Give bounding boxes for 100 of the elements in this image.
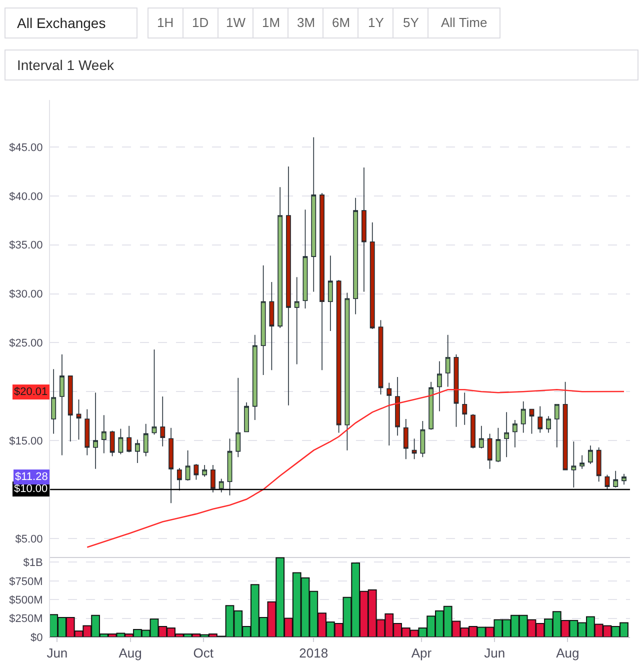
y-tick-label: $35.00	[9, 240, 43, 252]
candlestick	[412, 438, 417, 460]
candlestick	[546, 416, 551, 434]
x-tick-label: Apr	[411, 646, 432, 661]
candlestick	[320, 192, 324, 370]
candlestick	[68, 376, 73, 442]
candlestick	[470, 414, 476, 449]
candlestick	[403, 418, 408, 460]
candlestick	[194, 464, 199, 480]
text: 1Y	[368, 15, 384, 30]
y-tick-label: $5.00	[15, 533, 43, 546]
candlestick	[101, 414, 106, 454]
x-tick-label: 2018	[299, 646, 328, 661]
x-tick-label: Jun	[484, 646, 506, 661]
text: All Time	[441, 15, 488, 30]
text: 1W	[226, 15, 246, 30]
candlestick	[362, 167, 366, 292]
candlestick	[496, 427, 501, 462]
candlestick	[580, 454, 585, 470]
candlestick	[596, 447, 602, 482]
y-tick-label: $30.00	[9, 288, 43, 301]
candlestick	[613, 470, 618, 488]
text: 5Y	[403, 15, 420, 30]
candlestick	[51, 368, 56, 434]
candlestick	[478, 425, 484, 449]
candlestick	[462, 392, 468, 426]
candlestick	[269, 282, 274, 370]
candlestick	[160, 396, 166, 447]
candlestick	[353, 197, 358, 315]
candlestick	[378, 320, 384, 395]
candlestick	[202, 464, 208, 478]
candlestick	[135, 439, 140, 464]
candlestick	[302, 209, 308, 309]
y-tick-label: $1B	[23, 557, 43, 570]
text: 1D	[192, 15, 209, 30]
text: Interval 1 Week	[17, 57, 116, 73]
candlestick	[437, 360, 442, 412]
candlestick	[60, 354, 64, 456]
x-tick-label: Aug	[118, 646, 142, 661]
candlestick	[529, 408, 534, 434]
candlestick	[244, 402, 249, 432]
y-tick-label: $25.00	[9, 338, 43, 350]
candlestick	[520, 401, 526, 434]
y-tick-label: $40.00	[9, 190, 43, 203]
candlestick	[571, 441, 576, 488]
text: 3M	[297, 15, 316, 30]
x-tick-label: Oct	[193, 646, 214, 661]
candlestick	[260, 264, 266, 376]
candlestick	[210, 464, 216, 493]
y-tick-label: $45.00	[9, 142, 43, 154]
candlestick	[420, 420, 426, 458]
candlestick	[93, 392, 98, 470]
candlestick	[126, 425, 132, 453]
candlestick	[152, 349, 157, 436]
candlestick	[176, 468, 182, 491]
candlestick	[84, 408, 90, 456]
candlestick	[344, 292, 350, 451]
candlestick	[370, 222, 375, 330]
candlestick	[236, 378, 241, 458]
candlestick	[445, 334, 450, 388]
candlestick	[395, 376, 400, 436]
text: $20.01	[14, 386, 48, 398]
candlestick	[588, 445, 593, 464]
candlestick	[311, 136, 316, 292]
candlestick	[328, 255, 333, 332]
y-tick-label: $500M	[9, 594, 43, 606]
text: 6M	[332, 15, 350, 30]
y-tick-label: $15.00	[9, 435, 43, 448]
candlestick	[76, 399, 82, 440]
ref-line-label: $10.00	[14, 483, 48, 495]
candlestick	[286, 166, 291, 406]
line-series	[86, 389, 625, 548]
candlestick	[428, 381, 434, 430]
candlestick	[278, 186, 283, 328]
candlestick	[294, 276, 300, 365]
candlestick	[622, 473, 626, 485]
candlestick	[538, 406, 543, 434]
text: 1M	[262, 15, 280, 30]
candlestick	[143, 424, 148, 457]
y-tick-label: $750M	[9, 576, 43, 588]
candlestick	[227, 438, 232, 496]
text: All Exchanges	[17, 15, 106, 31]
candlestick	[218, 478, 224, 493]
candlestick	[386, 382, 392, 446]
candlestick	[110, 430, 115, 457]
candlestick	[118, 428, 124, 455]
candlestick	[168, 427, 174, 504]
candlestick	[336, 280, 342, 434]
candlestick	[562, 381, 568, 470]
candlestick	[185, 450, 190, 482]
candlestick	[512, 420, 518, 448]
text: 1H	[157, 15, 174, 30]
y-tick-label: $250M	[9, 613, 43, 626]
candlestick	[454, 354, 459, 428]
candlestick	[504, 412, 510, 458]
candlestick	[554, 404, 560, 448]
text: $11.28	[15, 471, 48, 483]
candlestick	[487, 433, 492, 470]
candlestick	[252, 334, 258, 420]
x-tick-label: Aug	[556, 646, 580, 661]
